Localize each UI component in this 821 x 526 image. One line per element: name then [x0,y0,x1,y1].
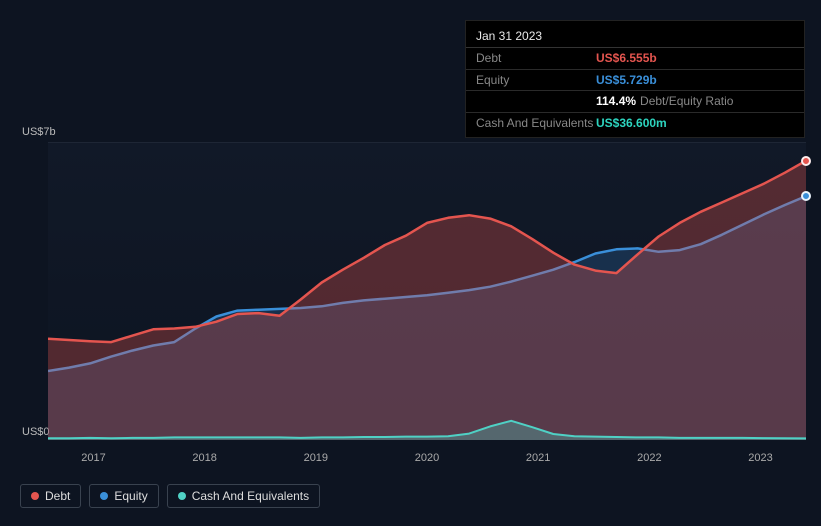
y-axis-max-label: US$7b [22,126,56,138]
tooltip-row: EquityUS$5.729b [466,70,804,91]
legend-label: Equity [114,489,147,503]
legend-item-debt[interactable]: Debt [20,484,81,508]
y-axis-min-label: US$0 [22,426,50,438]
debt-end-marker [801,156,811,166]
cash-legend-dot-icon [178,492,186,500]
equity-legend-dot-icon [100,492,108,500]
tooltip-row-label: Debt [476,51,596,65]
tooltip-row: DebtUS$6.555b [466,48,804,69]
x-axis-tick: 2022 [637,452,661,464]
legend-label: Cash And Equivalents [192,489,309,503]
legend-label: Debt [45,489,70,503]
tooltip-row-label: Cash And Equivalents [476,116,596,130]
tooltip-row-extra: Debt/Equity Ratio [640,94,733,108]
x-axis-tick: 2021 [526,452,550,464]
x-axis-tick: 2017 [81,452,105,464]
tooltip-row-label: Equity [476,73,596,87]
tooltip-row-value: 114.4% [596,94,636,108]
tooltip-row: 114.4% Debt/Equity Ratio [466,91,804,112]
tooltip-row-value: US$5.729b [596,73,657,87]
x-axis-tick: 2023 [748,452,772,464]
debt-legend-dot-icon [31,492,39,500]
legend-item-cash[interactable]: Cash And Equivalents [167,484,320,508]
legend-item-equity[interactable]: Equity [89,484,158,508]
tooltip-row-label [476,94,596,108]
tooltip-row: Cash And EquivalentsUS$36.600m [466,113,804,133]
x-axis-tick: 2018 [192,452,216,464]
tooltip-date: Jan 31 2023 [466,25,804,48]
tooltip-row-value: US$6.555b [596,51,657,65]
area-chart[interactable] [48,142,806,440]
debt-area [48,161,806,440]
tooltip-row-value: US$36.600m [596,116,667,130]
equity-end-marker [801,191,811,201]
x-axis-tick: 2020 [415,452,439,464]
chart-legend: Debt Equity Cash And Equivalents [20,484,320,508]
x-axis-tick: 2019 [304,452,328,464]
chart-tooltip: Jan 31 2023 DebtUS$6.555bEquityUS$5.729b… [465,20,805,138]
